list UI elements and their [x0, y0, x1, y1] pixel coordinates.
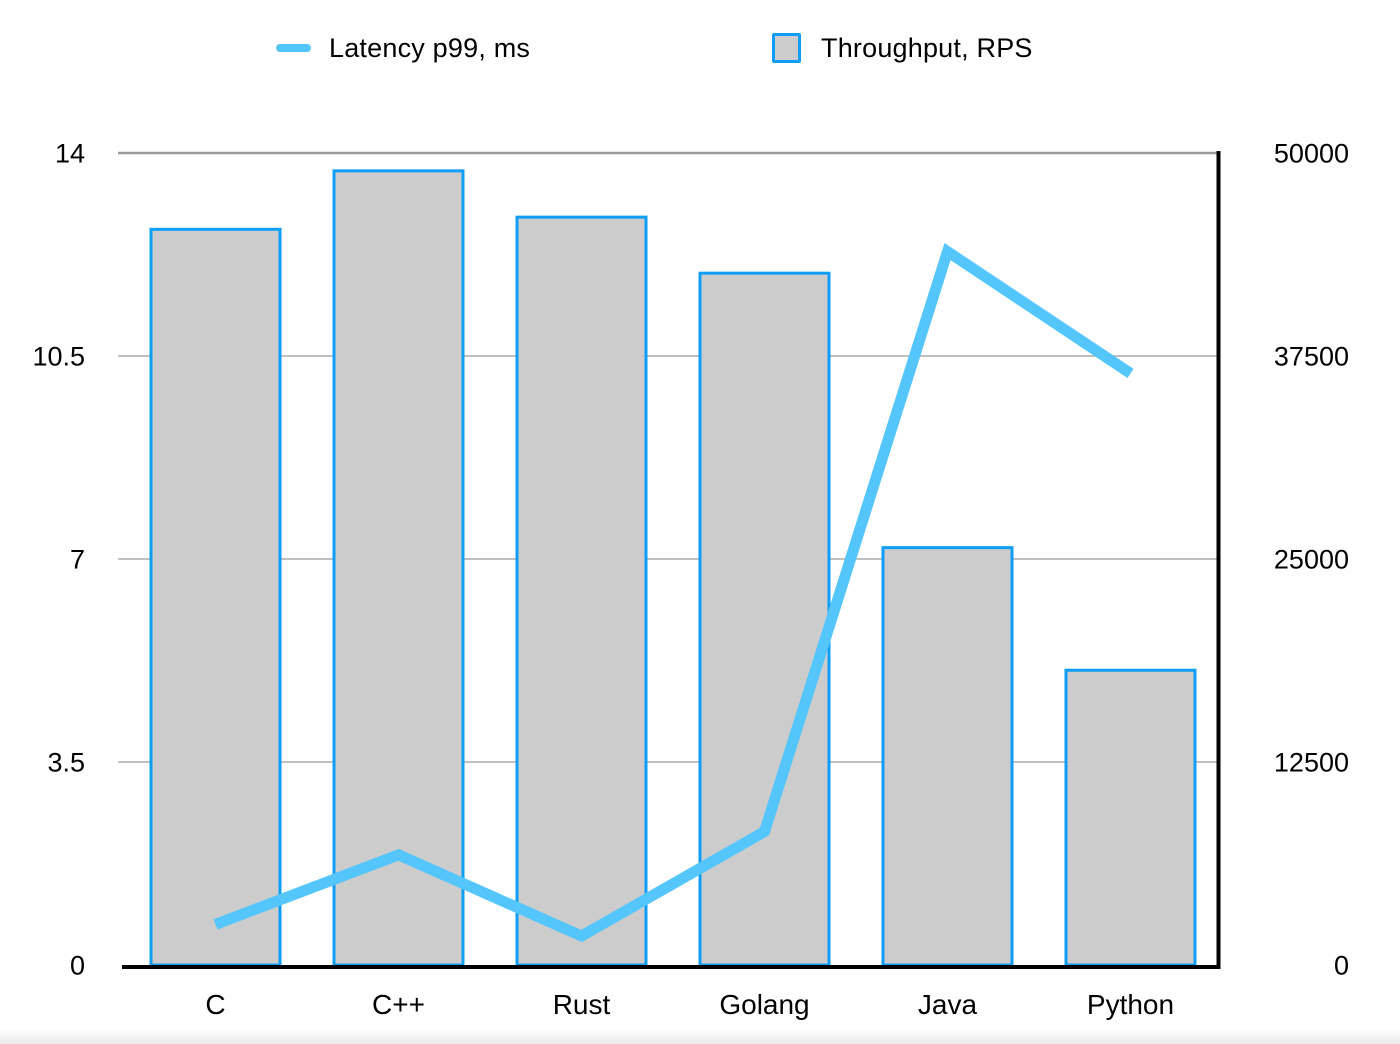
left-axis-tick-10.5: 10.5 [32, 341, 85, 371]
right-axis-tick-50000: 50000 [1274, 138, 1349, 168]
legend-label-throughput: Throughput, RPS [821, 32, 1033, 63]
bar-Golang [698, 271, 831, 967]
category-label-Golang: Golang [719, 989, 809, 1020]
left-axis-tick-3.5: 3.5 [47, 747, 85, 777]
latency-line [213, 242, 1134, 943]
legend-item-latency[interactable]: Latency p99, ms [276, 33, 530, 63]
bar-Python [1064, 668, 1197, 967]
category-label-Python: Python [1087, 989, 1174, 1020]
left-axis-tick-14: 14 [55, 138, 85, 168]
category-label-C++: C++ [372, 989, 425, 1020]
right-axis-tick-0: 0 [1334, 950, 1349, 980]
throughput-bar-swatch-icon [772, 33, 801, 63]
latency-line-swatch-icon [276, 44, 311, 52]
category-label-C: C [205, 989, 225, 1020]
bar-C++ [332, 169, 465, 967]
right-axis-tick-25000: 25000 [1274, 544, 1349, 574]
bar-C [149, 227, 282, 967]
legend-label-latency: Latency p99, ms [329, 32, 531, 63]
bar-Rust [515, 215, 648, 967]
bottom-fade [0, 1028, 1400, 1044]
legend-item-throughput[interactable]: Throughput, RPS [772, 33, 1033, 63]
category-label-Java: Java [918, 989, 978, 1020]
bar-Java [881, 546, 1014, 967]
category-label-Rust: Rust [553, 989, 611, 1020]
right-axis-tick-37500: 37500 [1274, 341, 1349, 371]
left-axis-tick-0: 0 [70, 950, 85, 980]
right-axis-tick-12500: 12500 [1274, 747, 1349, 777]
left-axis-tick-7: 7 [70, 544, 85, 574]
